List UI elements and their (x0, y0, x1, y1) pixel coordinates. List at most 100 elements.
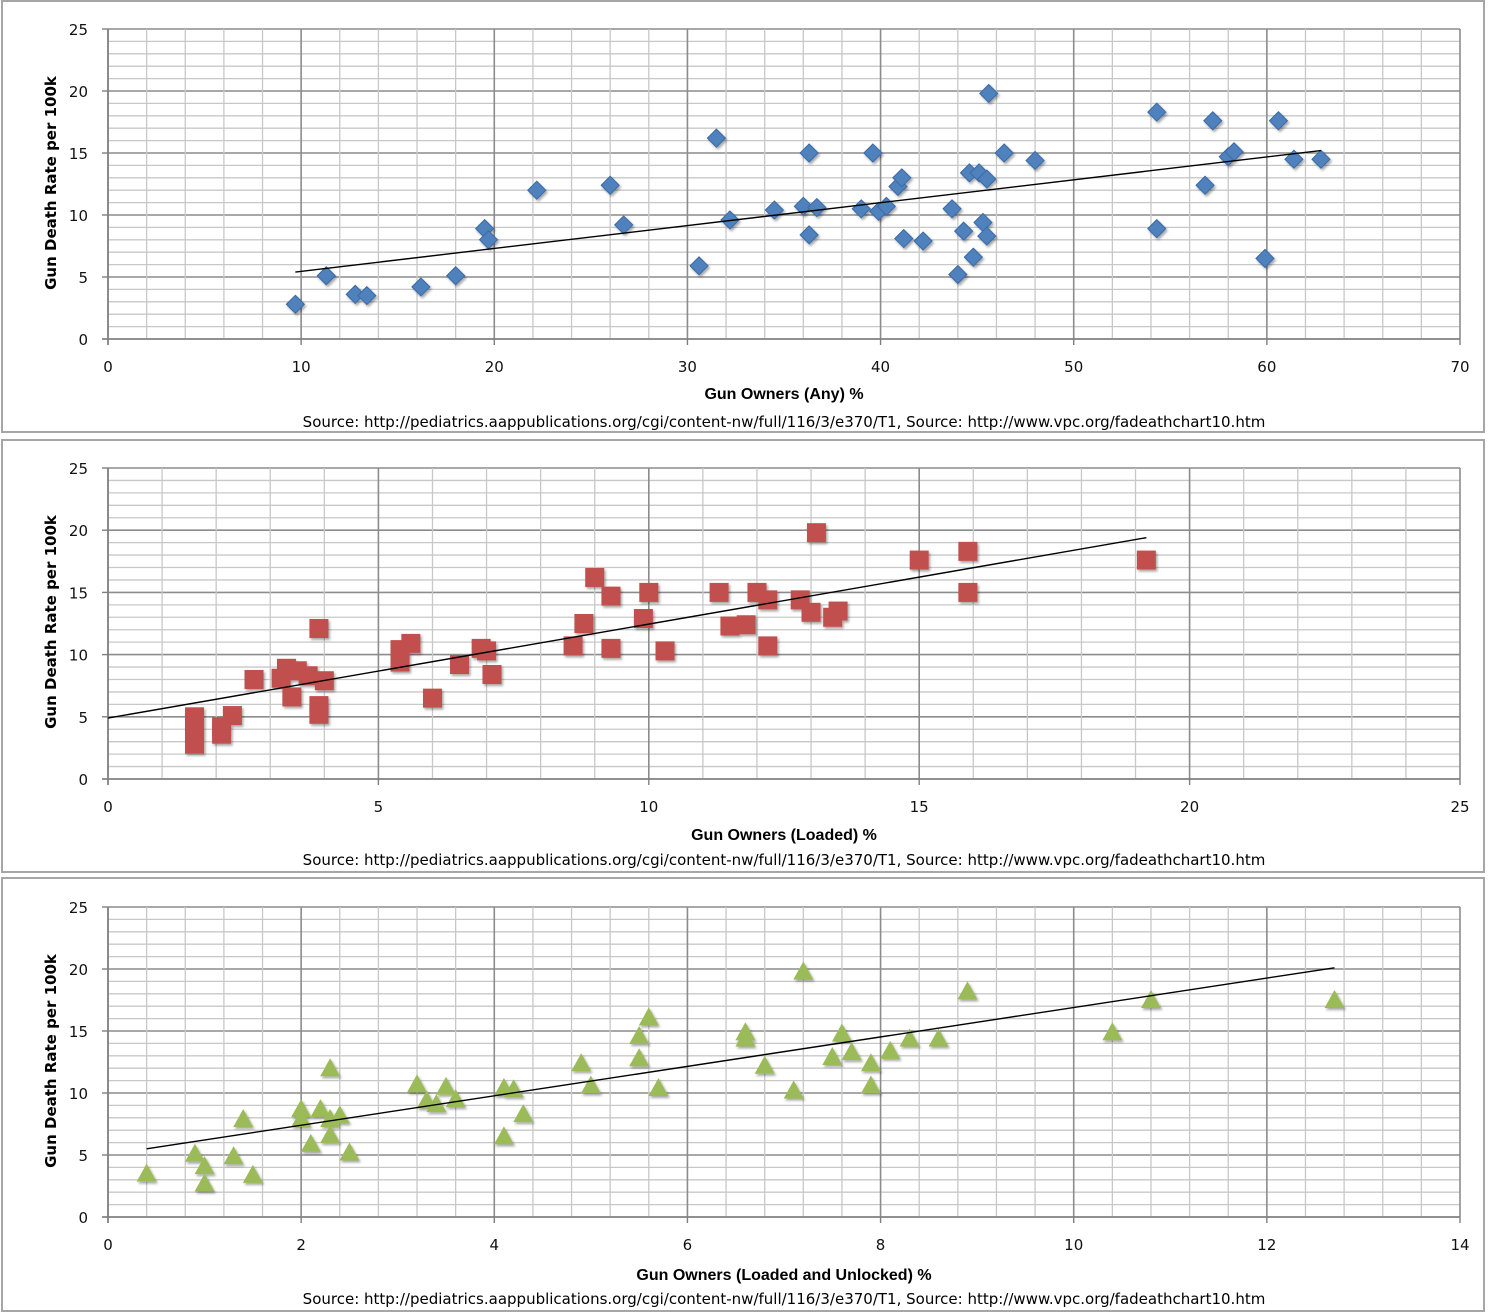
data-point (709, 582, 729, 602)
y-tick-label: 15 (69, 145, 88, 163)
data-point (320, 1058, 341, 1077)
source-note: Source: http://pediatrics.aappublication… (303, 413, 1266, 431)
data-point (1255, 248, 1275, 269)
data-point (942, 199, 962, 219)
y-tick-label: 5 (78, 1147, 88, 1165)
data-point (799, 225, 819, 245)
data-point (601, 586, 621, 606)
data-point (574, 614, 594, 633)
x-tick-label: 10 (1064, 1236, 1083, 1254)
chart-frame-any (1, 0, 1485, 433)
data-point (639, 582, 659, 602)
data-point (793, 961, 814, 980)
x-axis-label: Gun Owners (Any) % (704, 386, 863, 403)
data-point (1140, 990, 1161, 1008)
data-point (928, 1028, 949, 1047)
markers-0 (285, 83, 1331, 314)
x-tick-label: 0 (103, 1236, 113, 1254)
markers-2 (136, 961, 1345, 1192)
data-point (1136, 550, 1156, 570)
y-tick-label: 20 (69, 961, 88, 979)
y-tick-label: 5 (78, 269, 88, 287)
data-point (1311, 149, 1331, 169)
chart-loaded: Gun Death Rate per 100k Gun Owners (Load… (42, 514, 1265, 869)
x-tick-label: 6 (683, 1236, 693, 1254)
data-point (1324, 990, 1345, 1008)
data-point (345, 284, 365, 305)
y-tick-label: 10 (69, 647, 88, 665)
data-point (436, 1076, 456, 1095)
data-point (958, 541, 978, 561)
chart-frame-loaded (1, 439, 1485, 873)
y-tick-label: 20 (69, 522, 88, 540)
chart-frame-loaded-unlocked (1, 877, 1485, 1312)
x-tick-label: 2 (296, 1236, 306, 1254)
data-point (973, 212, 993, 233)
y-tick-label: 25 (69, 899, 88, 917)
data-point (909, 550, 929, 570)
x-tick-label: 25 (1450, 798, 1469, 816)
data-point (298, 666, 318, 686)
x-tick-label: 4 (490, 1236, 500, 1254)
data-point (233, 1109, 254, 1128)
data-point (953, 221, 974, 241)
data-point (580, 1075, 601, 1094)
data-point (963, 247, 983, 267)
data-point (828, 601, 848, 621)
x-axis-label: Gun Owners (Loaded and Unlocked) % (636, 1267, 931, 1284)
data-point (309, 618, 329, 638)
data-point (244, 669, 264, 689)
y-tick-label: 25 (69, 21, 88, 39)
plot-area-2: 0 5 10 15 20 25 0 2 4 6 8 10 12 14 (69, 899, 1470, 1254)
data-point (194, 1173, 215, 1192)
y-tick-label: 15 (69, 584, 88, 602)
x-tick-label: 0 (103, 358, 113, 376)
y-tick-label: 0 (78, 771, 88, 789)
data-point (1147, 102, 1167, 122)
trendline (146, 967, 1335, 1150)
data-point (411, 277, 431, 297)
data-point (309, 696, 329, 716)
y-tick-label: 25 (69, 460, 88, 478)
x-tick-label: 8 (876, 1236, 886, 1254)
data-point (977, 169, 997, 189)
data-point (401, 633, 421, 653)
data-point (629, 1025, 650, 1044)
x-tick-label: 12 (1257, 1236, 1276, 1254)
data-point (291, 1099, 312, 1118)
data-point (585, 567, 605, 587)
trendline (295, 149, 1322, 273)
data-point (1268, 111, 1289, 131)
x-tick-label: 10 (292, 358, 311, 376)
y-axis-label: Gun Death Rate per 100k (42, 953, 60, 1168)
data-point (860, 1075, 881, 1094)
data-point (357, 285, 377, 306)
data-point (913, 231, 933, 251)
data-point (807, 197, 827, 218)
data-point (477, 641, 497, 661)
data-point (600, 175, 620, 195)
data-point (783, 1080, 804, 1099)
data-point (300, 1133, 321, 1152)
data-point (735, 1028, 756, 1047)
data-point (1203, 111, 1223, 131)
data-point (445, 266, 466, 286)
x-tick-label: 20 (485, 358, 504, 376)
data-point (860, 1053, 881, 1072)
data-point (513, 1104, 534, 1123)
data-point (527, 180, 547, 200)
data-point (899, 1028, 920, 1047)
y-axis-label: Gun Death Rate per 100k (42, 75, 60, 290)
x-tick-label: 0 (103, 798, 113, 816)
data-point (493, 1126, 514, 1145)
data-point (648, 1078, 669, 1097)
data-point (613, 215, 634, 235)
x-axis-label: Gun Owners (Loaded) % (691, 827, 877, 844)
data-point (285, 294, 306, 314)
y-tick-label: 10 (69, 1085, 88, 1103)
data-point (720, 616, 740, 636)
data-point (185, 707, 205, 727)
data-point (894, 228, 914, 249)
data-point (223, 1146, 244, 1165)
chart-loaded-unlocked: Gun Death Rate per 100k Gun Owners (Load… (42, 953, 1265, 1308)
